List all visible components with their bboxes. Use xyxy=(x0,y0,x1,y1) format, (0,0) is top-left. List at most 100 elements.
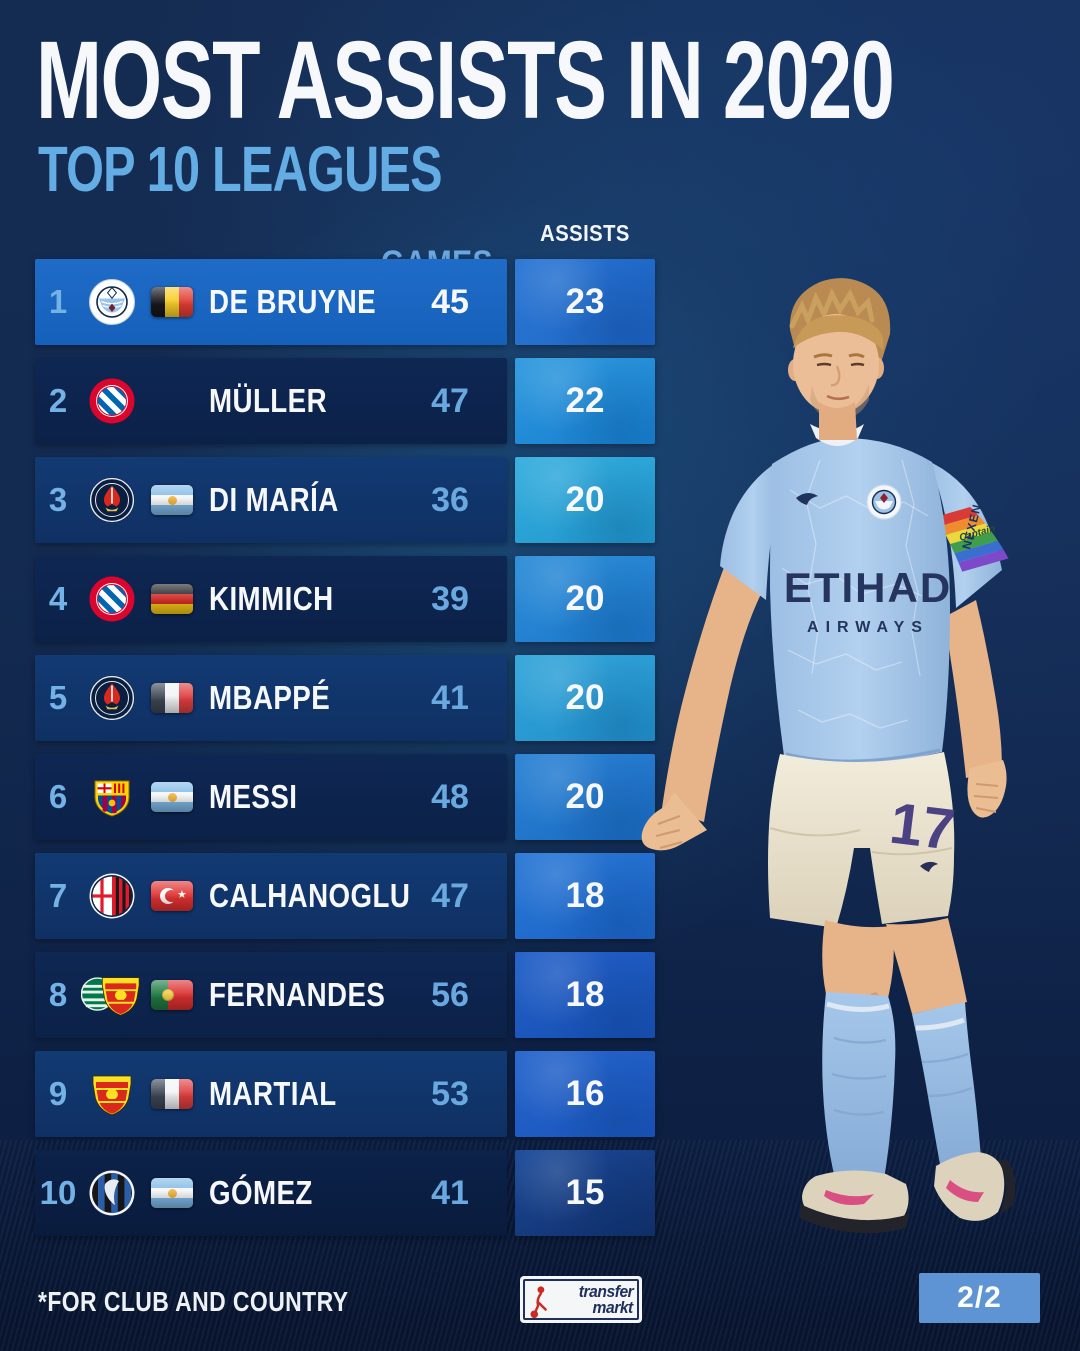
brand-word-bottom: markt xyxy=(592,1297,634,1317)
assists-value: 20 xyxy=(565,480,605,519)
club-crest xyxy=(81,279,143,325)
psg-crest-icon xyxy=(89,675,135,721)
player-face xyxy=(793,314,879,414)
page-indicator-badge: 2/2 xyxy=(919,1273,1040,1323)
games-value: 47 xyxy=(431,381,469,420)
nationality-flag xyxy=(143,1079,201,1109)
player-right-forearm xyxy=(948,600,1002,778)
player-name: DI MARÍA xyxy=(209,481,339,518)
player-left-forearm xyxy=(662,562,762,822)
table-row: 7 ★ CALHANOGLU 47 18 xyxy=(35,853,655,939)
shorts-maker-logo-icon xyxy=(920,861,938,872)
assists-cell: 15 xyxy=(515,1150,655,1236)
assists-value: 22 xyxy=(565,381,605,420)
assists-value: 20 xyxy=(565,777,605,816)
player-hair-spikes xyxy=(789,287,875,329)
player-neck xyxy=(819,402,857,440)
player-name: MÜLLER xyxy=(209,382,328,419)
nationality-flag xyxy=(143,386,201,416)
assists-cell: 20 xyxy=(515,655,655,741)
atalanta-crest-icon xyxy=(89,1170,135,1216)
assists-cell: 23 xyxy=(515,259,655,345)
club-crest xyxy=(81,873,143,919)
assists-cell: 20 xyxy=(515,556,655,642)
table-row: 10 GÓMEZ 41 15 xyxy=(35,1150,655,1236)
club-crest xyxy=(81,477,143,523)
nationality-flag xyxy=(143,287,201,317)
flag-portugal-icon xyxy=(151,980,193,1010)
club-crest xyxy=(81,576,143,622)
assists-cell: 16 xyxy=(515,1051,655,1137)
player-right-thigh xyxy=(886,918,967,1014)
player-right-boot xyxy=(934,1152,1016,1221)
ac-milan-crest-icon xyxy=(89,873,135,919)
nationality-flag xyxy=(143,485,201,515)
player-right-hand xyxy=(967,760,1007,818)
assists-column-header: ASSISTS xyxy=(540,220,630,246)
table-row: 3 DI MARÍA 36 20 xyxy=(35,457,655,543)
jersey-sponsor-line1: ETIHAD xyxy=(784,564,952,611)
rank-label: 7 xyxy=(48,877,68,914)
assists-value: 18 xyxy=(565,975,605,1014)
table-row: 6 MESSI 48 20 xyxy=(35,754,655,840)
rank-label: 4 xyxy=(48,580,68,617)
assists-cell: 20 xyxy=(515,754,655,840)
nationality-flag: ★ xyxy=(143,881,201,911)
assists-value: 20 xyxy=(565,678,605,717)
row-main: 9 MARTIAL 53 xyxy=(35,1051,507,1137)
brand-player-figure-icon xyxy=(530,1286,547,1319)
row-main: 1 DE BRUYNE 45 xyxy=(35,259,507,345)
rank-label: 10 xyxy=(39,1174,77,1211)
player-name: MESSI xyxy=(209,778,298,815)
player-hair-front xyxy=(793,315,884,350)
nationality-flag xyxy=(143,1178,201,1208)
bayern-munich-crest-icon xyxy=(89,576,135,622)
player-name: MBAPPÉ xyxy=(209,679,331,716)
assists-cell: 18 xyxy=(515,853,655,939)
games-value: 39 xyxy=(431,579,469,618)
row-main: 5 MBAPPÉ 41 xyxy=(35,655,507,741)
row-main: 10 GÓMEZ 41 xyxy=(35,1150,507,1236)
player-left-thigh xyxy=(822,920,894,998)
club-crest xyxy=(81,774,143,820)
bayern-munich-crest-icon xyxy=(89,378,135,424)
brand-logo: transfer markt xyxy=(520,1276,642,1323)
player-photo: Captain NEXEN ETIHAD AIRWAYS xyxy=(641,278,1021,1234)
club-crest xyxy=(81,1170,143,1216)
nationality-flag xyxy=(143,782,201,812)
flag-germany-icon xyxy=(151,584,193,614)
assists-cell: 22 xyxy=(515,358,655,444)
player-left-boot xyxy=(800,1170,910,1234)
player-name: DE BRUYNE xyxy=(209,283,377,320)
row-main: 8 FERNANDES 56 xyxy=(35,952,507,1038)
flag-turkey-icon: ★ xyxy=(151,881,193,911)
assists-value: 16 xyxy=(565,1074,605,1113)
table-row: 2 MÜLLER 47 22 xyxy=(35,358,655,444)
barcelona-crest-icon xyxy=(94,780,130,817)
flag-argentina-icon xyxy=(151,782,193,812)
flag-belgium-icon xyxy=(151,287,193,317)
jersey-maker-logo-icon xyxy=(796,492,818,505)
nationality-flag xyxy=(143,980,201,1010)
games-value: 41 xyxy=(431,1173,469,1212)
table-row: 4 KIMMICH 39 20 xyxy=(35,556,655,642)
club-crest xyxy=(81,1071,143,1117)
table-row: 5 MBAPPÉ 41 20 xyxy=(35,655,655,741)
page-subtitle: TOP 10 LEAGUES xyxy=(38,133,443,205)
column-headers: GAMES ASSISTS xyxy=(35,220,655,282)
table-row: 8 FERNANDES 56 18 xyxy=(35,952,655,1038)
sporting-cp-manchester-united-crest-icon xyxy=(81,977,140,1016)
games-value: 48 xyxy=(431,777,469,816)
club-crest xyxy=(81,675,143,721)
brand-word-top: transfer xyxy=(578,1281,633,1301)
rank-label: 1 xyxy=(48,283,68,320)
leaderboard: 1 DE BRUYNE 45 23 2 MÜLLER 47 xyxy=(35,259,655,1249)
flag-france-icon xyxy=(151,1079,193,1109)
club-crest xyxy=(81,378,143,424)
rank-label: 3 xyxy=(48,481,68,518)
manchester-united-crest-icon xyxy=(92,1075,132,1116)
footnote: *FOR CLUB AND COUNTRY xyxy=(38,1286,349,1317)
games-value: 36 xyxy=(431,480,469,519)
flag-argentina-icon xyxy=(151,1178,193,1208)
